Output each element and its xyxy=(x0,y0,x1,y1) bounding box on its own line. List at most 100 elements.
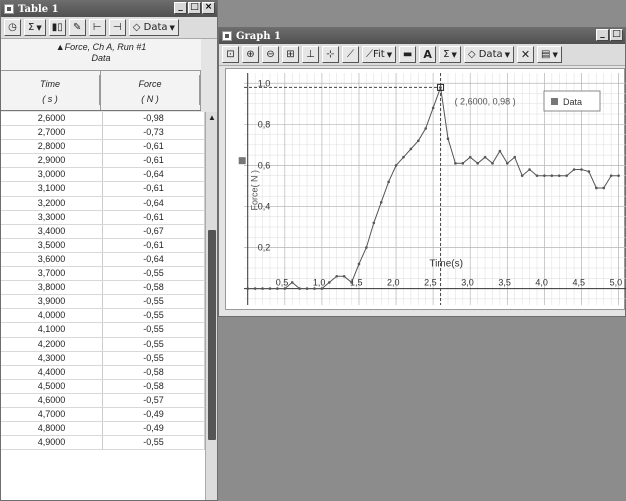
force-cell[interactable]: -0,64 xyxy=(103,196,205,210)
table-row[interactable]: 3,3000 -0,61 xyxy=(1,210,205,225)
table-row[interactable]: 3,1000 -0,61 xyxy=(1,182,205,197)
force-cell[interactable]: -0,64 xyxy=(103,252,205,267)
table-row[interactable]: 3,9000 -0,55 xyxy=(1,295,205,310)
close-button[interactable]: × xyxy=(202,2,215,14)
table-row[interactable]: 3,6000 -0,64 xyxy=(1,252,205,268)
time-cell[interactable]: 2,9000 xyxy=(1,154,103,168)
table-row[interactable]: 4,7000 -0,49 xyxy=(1,407,205,423)
pencil-icon[interactable]: ✎ xyxy=(68,19,86,36)
maximize-button[interactable]: □ xyxy=(188,2,201,14)
annotation-icon[interactable]: A xyxy=(419,46,437,63)
force-time-chart[interactable]: 0,5 1,0 1,5 2,0 2,5 3,0 3,5 4,0 4,5 5,0 0,2 0,4 0,6 0… xyxy=(226,69,626,311)
time-cell[interactable]: 4,1000 xyxy=(1,323,103,337)
minimize-button[interactable]: _ xyxy=(174,2,187,14)
table-row[interactable]: 4,2000 -0,55 xyxy=(1,337,205,352)
time-cell[interactable]: 4,4000 xyxy=(1,365,103,379)
zoom-out-icon[interactable]: ⊖ xyxy=(262,46,279,63)
note-icon[interactable]: ▬ xyxy=(399,46,417,63)
time-cell[interactable]: 2,8000 xyxy=(1,140,103,154)
autoscale-icon[interactable]: ⊡ xyxy=(222,46,239,63)
force-cell[interactable]: -0,61 xyxy=(103,182,205,196)
time-cell[interactable]: 3,1000 xyxy=(1,182,103,196)
maximize-button[interactable]: □ xyxy=(610,29,623,41)
time-cell[interactable]: 4,5000 xyxy=(1,379,103,393)
table-row[interactable]: 3,8000 -0,58 xyxy=(1,281,205,296)
data-menu-button[interactable]: ◇ Data ▼ xyxy=(128,19,179,36)
force-cell[interactable]: -0,61 xyxy=(103,238,205,252)
force-cell[interactable]: -0,55 xyxy=(103,309,205,323)
graph-titlebar[interactable]: Graph 1 _ □ xyxy=(219,28,625,44)
force-cell[interactable]: -0,73 xyxy=(103,126,205,140)
time-cell[interactable]: 4,7000 xyxy=(1,407,103,422)
time-cell[interactable]: 2,7000 xyxy=(1,126,103,140)
time-cell[interactable]: 4,0000 xyxy=(1,309,103,323)
table-row[interactable]: 4,3000 -0,55 xyxy=(1,351,205,366)
force-cell[interactable]: -0,55 xyxy=(103,295,205,309)
graph-settings-button[interactable]: ▤ ▼ xyxy=(537,46,562,63)
data-menu-button[interactable]: ◇ Data ▼ xyxy=(463,46,515,63)
force-cell[interactable]: -0,55 xyxy=(103,436,205,450)
table-row[interactable]: 4,5000 -0,58 xyxy=(1,379,205,394)
time-cell[interactable]: 4,8000 xyxy=(1,422,103,436)
force-cell[interactable]: -0,61 xyxy=(103,140,205,154)
table-row[interactable]: 4,4000 -0,58 xyxy=(1,365,205,380)
table-row[interactable]: 3,4000 -0,67 xyxy=(1,224,205,239)
scroll-up-icon[interactable]: ▲ xyxy=(208,113,216,122)
add-row-icon[interactable]: ⊢ xyxy=(88,19,106,36)
statistics-button[interactable]: Σ ▼ xyxy=(24,19,46,36)
time-cell[interactable]: 4,6000 xyxy=(1,393,103,407)
table-row[interactable]: 4,1000 -0,55 xyxy=(1,323,205,338)
time-cell[interactable]: 3,7000 xyxy=(1,267,103,281)
insert-row-icon[interactable]: ⊣ xyxy=(108,19,126,36)
force-cell[interactable]: -0,57 xyxy=(103,393,205,407)
table-row[interactable]: 3,7000 -0,55 xyxy=(1,267,205,282)
minimize-button[interactable]: _ xyxy=(596,29,609,41)
force-cell[interactable]: -0,49 xyxy=(103,407,205,422)
scrollbar-thumb[interactable] xyxy=(208,230,216,440)
clock-icon[interactable]: ◷ xyxy=(4,19,21,36)
smart-tool-icon[interactable]: ⊹ xyxy=(322,46,339,63)
force-cell[interactable]: -0,58 xyxy=(103,379,205,393)
time-cell[interactable]: 3,0000 xyxy=(1,168,103,182)
table-row[interactable]: 4,0000 -0,55 xyxy=(1,309,205,324)
table-row[interactable]: 2,9000 -0,61 xyxy=(1,154,205,169)
time-cell[interactable]: 3,4000 xyxy=(1,224,103,238)
time-cell[interactable]: 3,9000 xyxy=(1,295,103,309)
force-cell[interactable]: -0,49 xyxy=(103,422,205,436)
force-cell[interactable]: -0,67 xyxy=(103,224,205,238)
force-cell[interactable]: -0,55 xyxy=(103,267,205,281)
force-cell[interactable]: -0,98 xyxy=(103,112,205,126)
table-row[interactable]: 3,2000 -0,64 xyxy=(1,196,205,211)
force-cell[interactable]: -0,58 xyxy=(103,365,205,379)
table-row[interactable]: 4,8000 -0,49 xyxy=(1,422,205,437)
time-cell[interactable]: 3,5000 xyxy=(1,238,103,252)
time-cell[interactable]: 3,3000 xyxy=(1,210,103,224)
zoom-select-icon[interactable]: ⊞ xyxy=(282,46,299,63)
table-row[interactable]: 4,6000 -0,57 xyxy=(1,393,205,408)
vertical-scrollbar[interactable]: ▲ xyxy=(205,112,217,500)
table-row[interactable]: 4,9000 -0,55 xyxy=(1,436,205,451)
time-cell[interactable]: 3,6000 xyxy=(1,252,103,267)
table-row[interactable]: 2,7000 -0,73 xyxy=(1,126,205,141)
column-icon[interactable]: ▮▯ xyxy=(48,19,66,36)
time-cell[interactable]: 4,9000 xyxy=(1,436,103,450)
table-row[interactable]: 3,5000 -0,61 xyxy=(1,238,205,253)
time-cell[interactable]: 4,2000 xyxy=(1,337,103,351)
force-cell[interactable]: -0,64 xyxy=(103,168,205,182)
table-titlebar[interactable]: Table 1 _ □ × xyxy=(1,1,217,17)
force-cell[interactable]: -0,58 xyxy=(103,281,205,295)
force-cell[interactable]: -0,55 xyxy=(103,337,205,351)
delete-icon[interactable]: ✕ xyxy=(517,46,535,63)
plot-area[interactable]: 0,5 1,0 1,5 2,0 2,5 3,0 3,5 4,0 4,5 5,0 0,2 0,4 0,6 0… xyxy=(225,68,626,311)
coordinates-icon[interactable]: ⊥ xyxy=(302,46,319,63)
slope-icon[interactable]: ⟋ xyxy=(342,46,359,63)
table-row[interactable]: 3,0000 -0,64 xyxy=(1,168,205,183)
table-row[interactable]: 2,6000 -0,98 xyxy=(1,112,205,127)
column-header-force[interactable]: Force ( N ) xyxy=(101,71,201,110)
column-header-time[interactable]: Time ( s ) xyxy=(1,71,101,110)
time-cell[interactable]: 3,8000 xyxy=(1,281,103,295)
force-cell[interactable]: -0,55 xyxy=(103,323,205,337)
zoom-in-icon[interactable]: ⊕ xyxy=(242,46,259,63)
table-row[interactable]: 2,8000 -0,61 xyxy=(1,140,205,155)
time-cell[interactable]: 2,6000 xyxy=(1,112,103,126)
